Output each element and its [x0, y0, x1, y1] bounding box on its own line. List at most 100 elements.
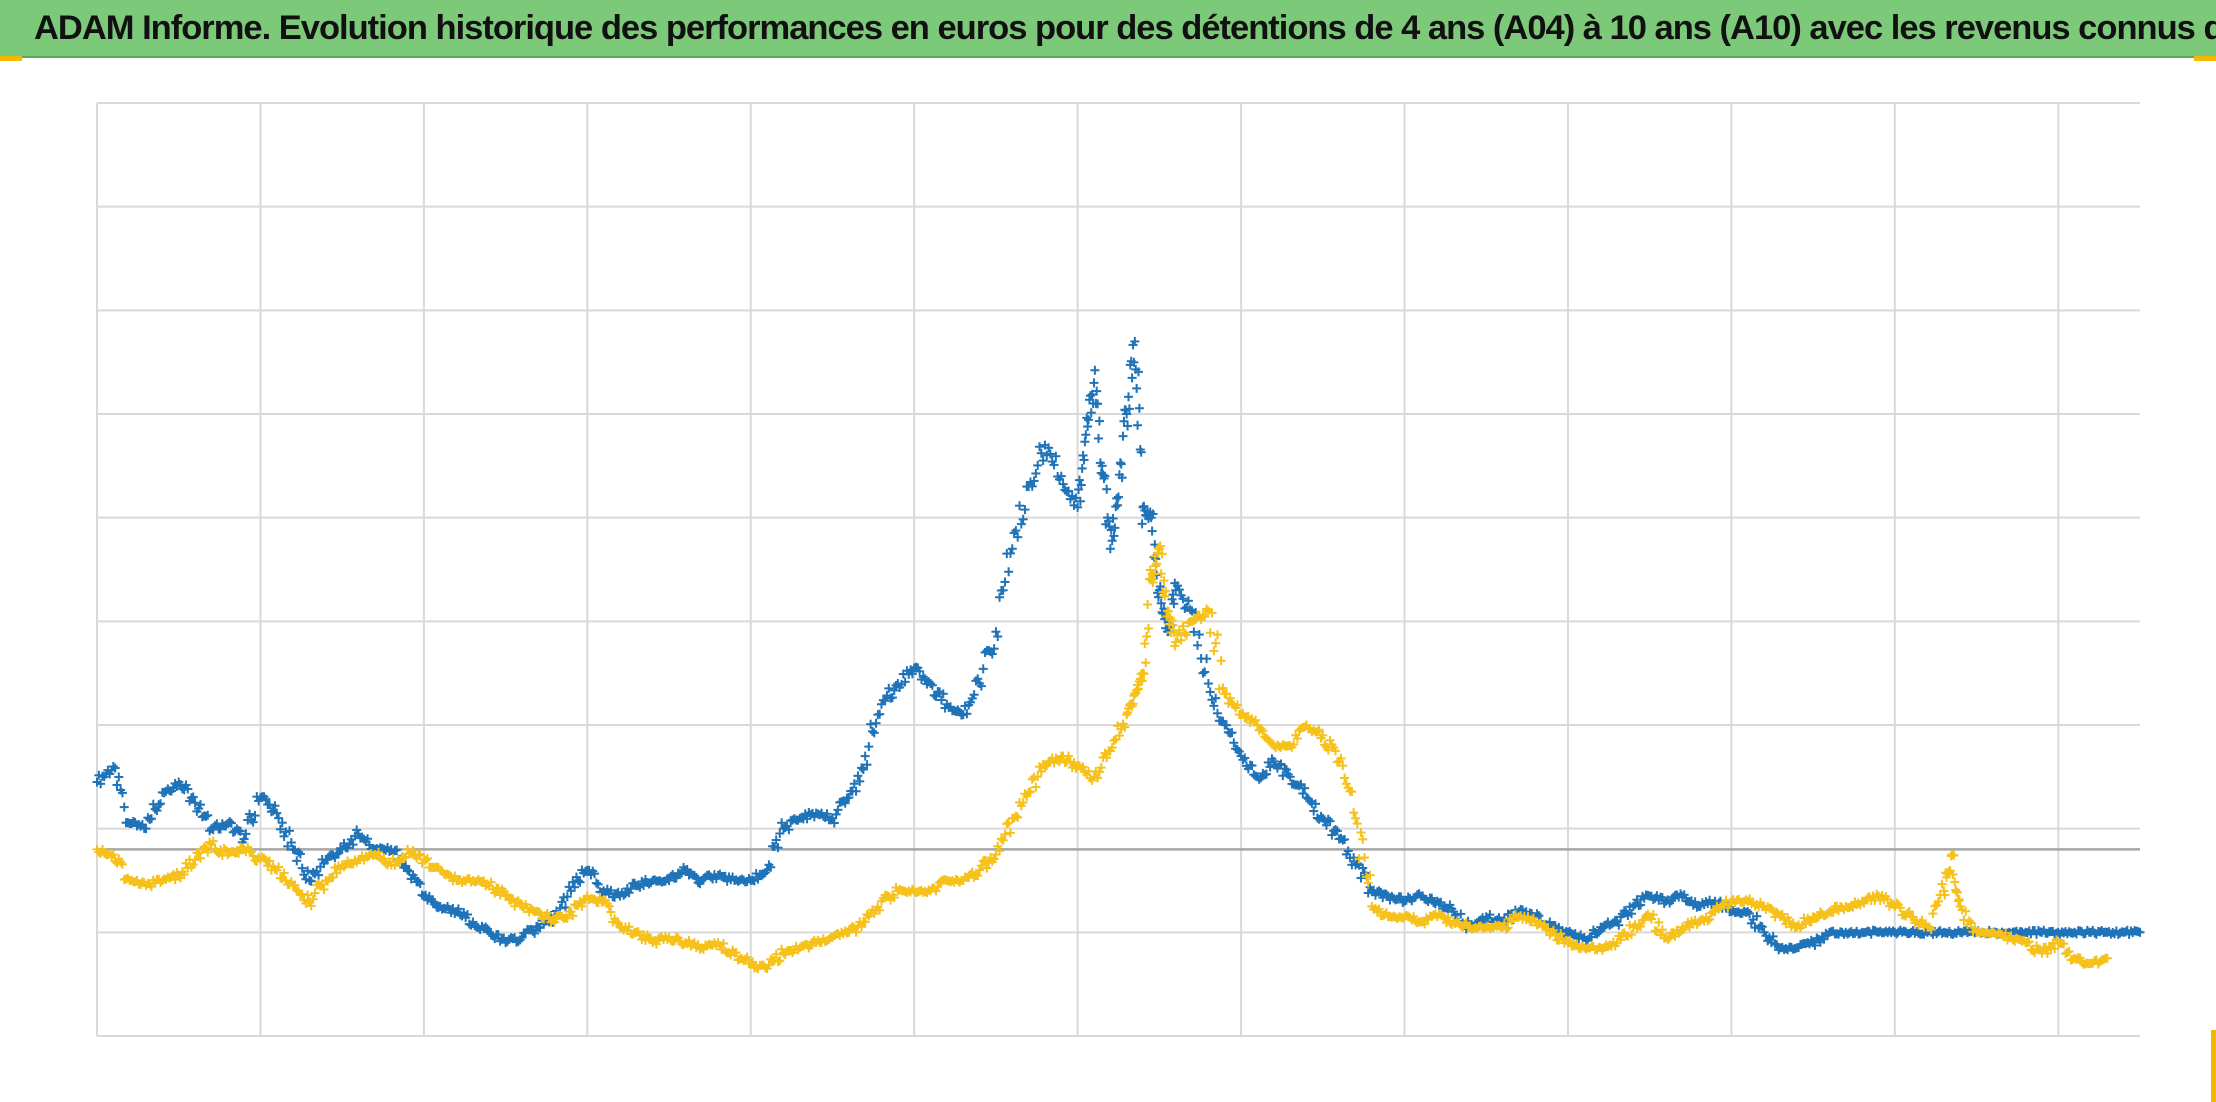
data-point-interpolated: [462, 909, 472, 919]
data-point-interpolated: [1020, 505, 1030, 515]
data-point-interpolated: [775, 828, 785, 838]
data-point-interpolated: [1439, 901, 1449, 911]
data-point-interpolated: [927, 680, 937, 690]
data-point-interpolated: [1347, 787, 1357, 797]
data-point-interpolated: [624, 888, 634, 898]
data-point-interpolated: [1084, 415, 1094, 425]
data-point-interpolated: [1545, 917, 1555, 927]
data-point-interpolated: [1064, 751, 1074, 761]
data-point-interpolated: [1349, 808, 1359, 818]
data-point-interpolated: [1200, 667, 1210, 677]
data-point: [1081, 430, 1091, 440]
data-point-interpolated: [1111, 502, 1121, 512]
data-point-interpolated: [858, 765, 868, 775]
data-point-interpolated: [1211, 693, 1221, 703]
data-point-interpolated: [1332, 826, 1342, 836]
data-point-interpolated: [1107, 536, 1117, 546]
data-point-interpolated: [188, 792, 198, 802]
data-point-interpolated: [1499, 918, 1509, 928]
data-point: [1171, 637, 1181, 647]
data-point-interpolated: [245, 845, 255, 855]
data-point-interpolated: [319, 885, 329, 895]
data-point-interpolated: [1049, 460, 1059, 470]
data-point-interpolated: [1812, 913, 1822, 923]
data-point-interpolated: [1627, 909, 1637, 919]
data-point-interpolated: [196, 800, 206, 810]
data-point-interpolated: [840, 798, 850, 808]
data-point: [108, 761, 118, 771]
data-point-interpolated: [1372, 905, 1382, 915]
data-point-interpolated: [995, 592, 1005, 602]
data-point-interpolated: [1036, 448, 1046, 458]
data-point-interpolated: [1948, 870, 1958, 880]
data-point-interpolated: [871, 718, 881, 728]
data-point-interpolated: [1548, 925, 1558, 935]
data-point-interpolated: [294, 847, 304, 857]
data-point-interpolated: [829, 818, 839, 828]
data-point-interpolated: [1044, 443, 1054, 453]
data-point-interpolated: [671, 932, 681, 942]
data-point-interpolated: [1156, 598, 1166, 608]
data-point-interpolated: [995, 846, 1005, 856]
data-point-interpolated: [1636, 900, 1646, 910]
data-point-interpolated: [1173, 581, 1183, 591]
data-point-interpolated: [493, 930, 503, 940]
data-point-interpolated: [1129, 357, 1139, 367]
data-point-interpolated: [1338, 761, 1348, 771]
data-point-interpolated: [421, 855, 431, 865]
data-point-interpolated: [1180, 603, 1190, 613]
data-point-interpolated: [306, 876, 316, 886]
data-point-interpolated: [1251, 715, 1261, 725]
data-point-interpolated: [1173, 630, 1183, 640]
data-point-interpolated: [1212, 708, 1222, 718]
data-point-interpolated: [1183, 596, 1193, 606]
data-point-interpolated: [1015, 501, 1025, 511]
data-point-interpolated: [1212, 630, 1222, 640]
data-point-interpolated: [1109, 531, 1119, 541]
data-point-interpolated: [348, 840, 358, 850]
data-point-interpolated: [96, 779, 106, 789]
data-point-interpolated: [1674, 928, 1684, 938]
data-point-interpolated: [270, 801, 280, 811]
data-point-interpolated: [1178, 621, 1188, 631]
data-point-interpolated: [1340, 773, 1350, 783]
data-point-interpolated: [1119, 416, 1129, 426]
data-point-interpolated: [1078, 762, 1088, 772]
data-point-interpolated: [1198, 668, 1208, 678]
data-point-interpolated: [1033, 772, 1043, 782]
data-point-interpolated: [1133, 367, 1143, 377]
data-point-interpolated: [1930, 901, 1940, 911]
data-point-interpolated: [393, 857, 403, 867]
data-point-interpolated: [875, 905, 885, 915]
data-point-interpolated: [481, 922, 491, 932]
data-point-interpolated: [1222, 689, 1232, 699]
data-point-interpolated: [1258, 726, 1268, 736]
data-point-interpolated: [1356, 873, 1366, 883]
data-point-interpolated: [188, 860, 198, 870]
data-point-interpolated: [1501, 924, 1511, 934]
data-point-interpolated: [2042, 948, 2052, 958]
data-point-interpolated: [1198, 610, 1208, 620]
data-point-interpolated: [363, 834, 373, 844]
data-point-interpolated: [557, 897, 567, 907]
data-point: [2102, 953, 2112, 963]
data-point-interpolated: [987, 649, 997, 659]
data-point-interpolated: [1358, 863, 1368, 873]
data-point-interpolated: [570, 882, 580, 892]
data-point: [1743, 907, 1753, 917]
data-point-interpolated: [1109, 736, 1119, 746]
chart-title: ADAM Informe. Evolution historique des p…: [34, 9, 2216, 47]
data-point-interpolated: [1029, 476, 1039, 486]
data-point-interpolated: [1031, 782, 1041, 792]
data-point-interpolated: [775, 956, 785, 966]
data-point-interpolated: [1200, 612, 1210, 622]
data-point-interpolated: [931, 691, 941, 701]
data-point-interpolated: [1090, 365, 1100, 375]
data-point-interpolated: [982, 863, 992, 873]
data-point-interpolated: [284, 826, 294, 836]
data-point-interpolated: [1331, 746, 1341, 756]
data-point-interpolated: [107, 851, 117, 861]
data-point-interpolated: [1132, 383, 1142, 393]
data-point-interpolated: [1627, 930, 1637, 940]
data-point-interpolated: [1176, 635, 1186, 645]
